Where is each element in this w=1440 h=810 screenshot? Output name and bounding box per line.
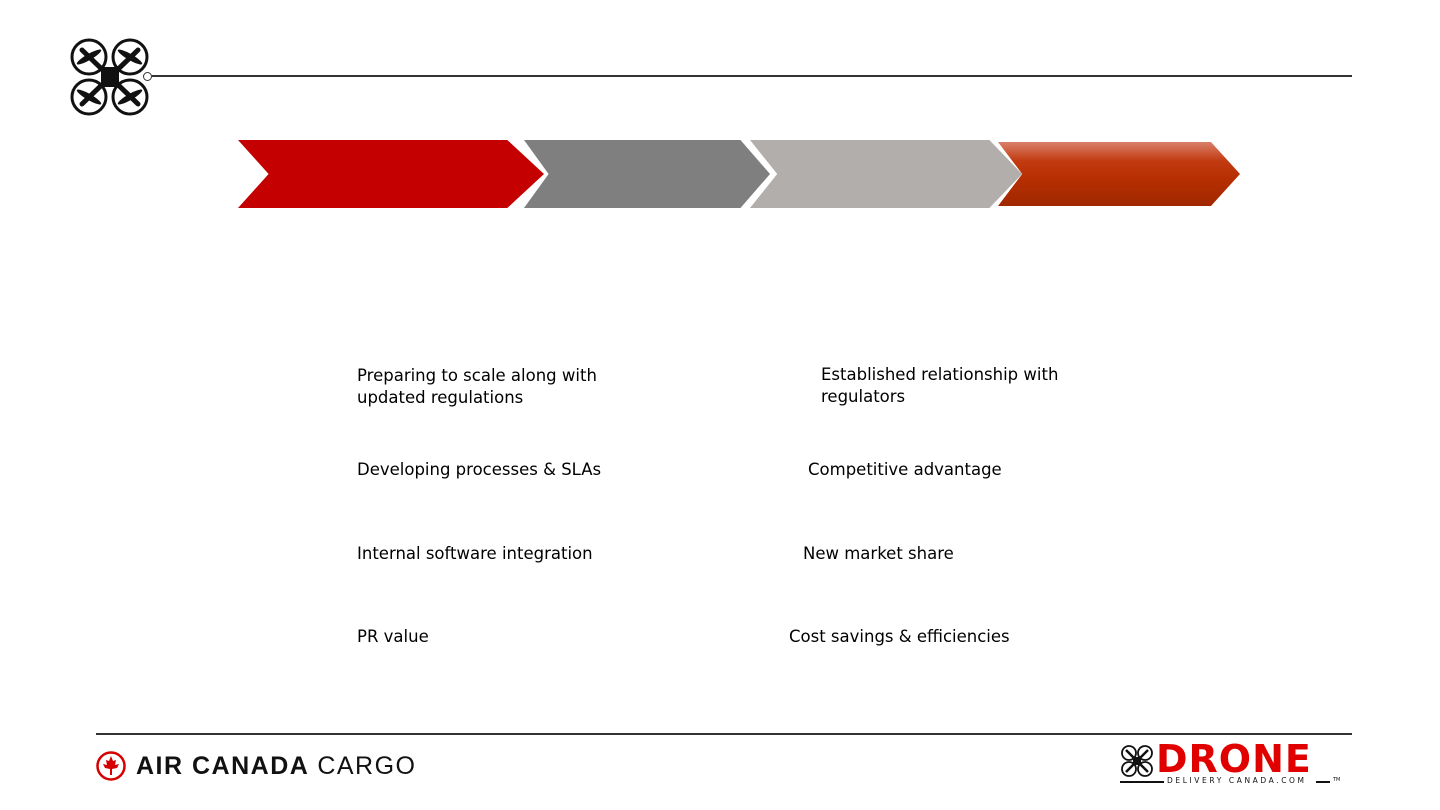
right-item-4: Cost savings & efficiencies xyxy=(742,608,1094,666)
left-item-3: Internal software integration xyxy=(309,525,661,583)
logo-sub-rule-right xyxy=(1316,781,1330,783)
process-step-3 xyxy=(750,140,1022,208)
left-item-4-text: PR value xyxy=(357,627,429,646)
drone-mini-icon xyxy=(1120,744,1154,778)
logo-sub-rule-left xyxy=(1120,781,1164,783)
right-item-3: New market share xyxy=(757,525,1108,583)
drone-icon xyxy=(68,36,152,118)
cargo-text: CARGO xyxy=(317,751,417,780)
air-canada-text: AIR CANADA xyxy=(136,751,310,780)
drone-wordmark: DRONE xyxy=(1156,737,1312,781)
right-item-1: Established relationship with regulators xyxy=(773,357,1125,415)
header-rule xyxy=(152,75,1352,77)
right-item-1-text: Established relationship with regulators xyxy=(821,365,1059,406)
right-item-2-text: Competitive advantage xyxy=(808,460,1002,479)
maple-leaf-icon xyxy=(96,751,126,781)
left-item-1: Preparing to scale along with updated re… xyxy=(309,358,661,416)
process-step-2 xyxy=(524,140,770,208)
delivery-canada-text: DELIVERY CANADA.COM xyxy=(1167,776,1307,785)
left-item-4: PR value xyxy=(309,608,661,666)
process-step-1 xyxy=(238,140,544,208)
trademark-text: TM xyxy=(1333,777,1341,783)
left-item-2: Developing processes & SLAs xyxy=(309,441,661,499)
left-item-1-text: Preparing to scale along with updated re… xyxy=(357,366,597,407)
right-item-4-text: Cost savings & efficiencies xyxy=(789,627,1010,646)
header-rule-node xyxy=(143,72,152,81)
right-item-3-text: New market share xyxy=(803,544,954,563)
left-item-2-text: Developing processes & SLAs xyxy=(357,460,602,479)
footer-rule xyxy=(96,733,1352,735)
drone-delivery-canada-logo: DRONE DELIVERY CANADA.COM TM xyxy=(1120,738,1360,790)
process-step-4 xyxy=(998,142,1240,206)
air-canada-cargo-logo: AIR CANADA CARGO xyxy=(96,750,417,782)
left-item-3-text: Internal software integration xyxy=(357,544,593,563)
right-item-2: Competitive advantage xyxy=(762,441,1102,499)
